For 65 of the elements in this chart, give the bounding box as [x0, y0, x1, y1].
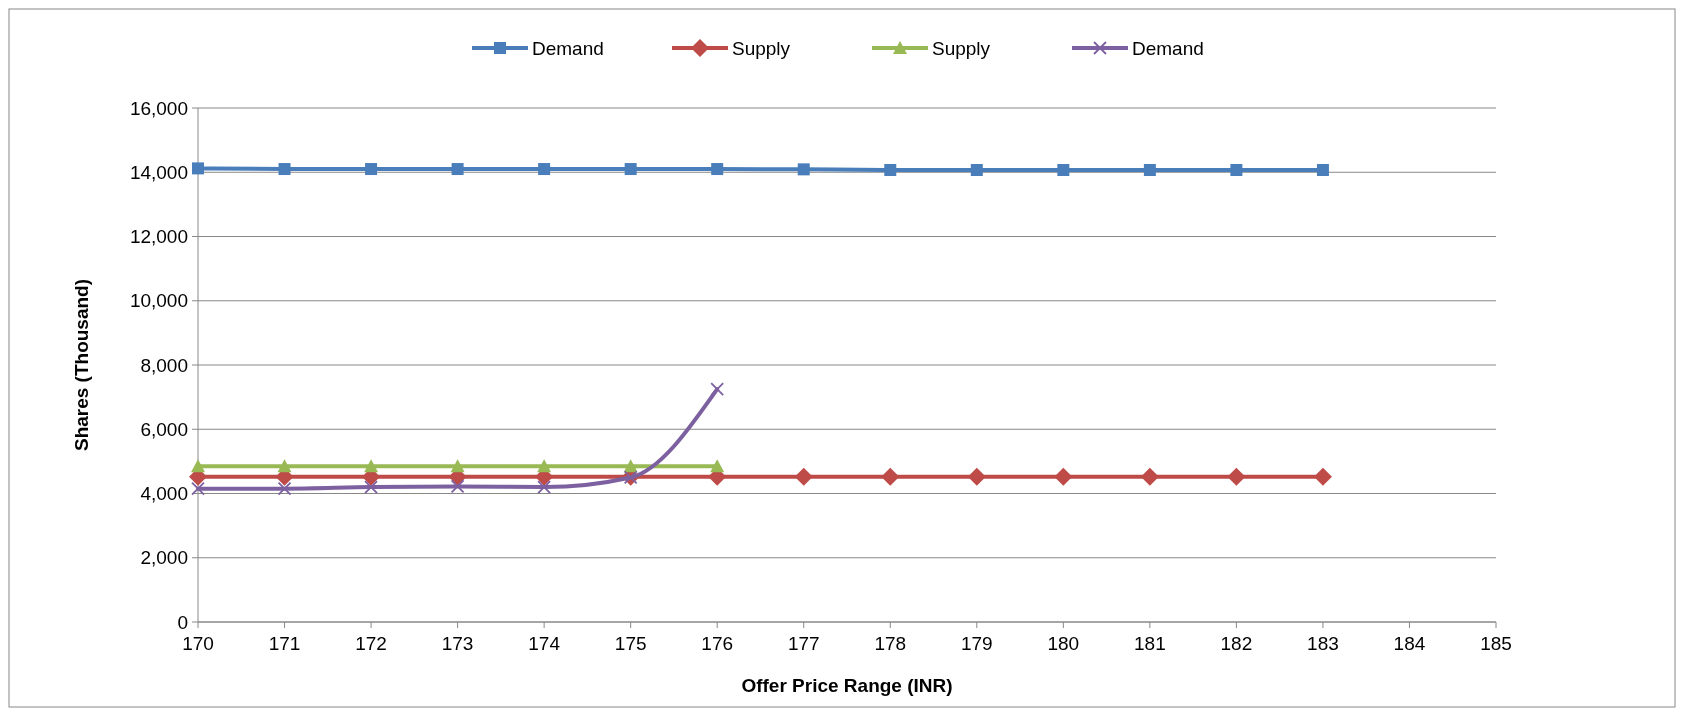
- point: [884, 164, 897, 176]
- x-tick-label: 173: [441, 633, 474, 654]
- point: [1054, 467, 1073, 486]
- point: [967, 467, 986, 486]
- point: [1140, 467, 1159, 486]
- x-tick-label: 177: [787, 633, 820, 654]
- x-tick-label: 182: [1220, 633, 1253, 654]
- y-tick-label: 14,000: [129, 161, 188, 183]
- x-tick-label: 185: [1480, 633, 1512, 654]
- point: [450, 479, 465, 494]
- point: [278, 163, 291, 176]
- y-tick-label: 2,000: [140, 547, 188, 569]
- x-tick-label: 172: [355, 633, 387, 654]
- y-tick-label: 16,000: [129, 97, 188, 119]
- y-tick-label: 8,000: [140, 354, 188, 376]
- point: [797, 163, 810, 176]
- point: [1316, 164, 1329, 176]
- y-tick-label: 6,000: [140, 418, 188, 440]
- point: [881, 467, 900, 486]
- point: [1313, 467, 1332, 486]
- point: [192, 162, 204, 175]
- point: [364, 459, 379, 473]
- point: [191, 481, 205, 496]
- point: [710, 459, 725, 473]
- point: [191, 459, 205, 473]
- y-tick-label: 0: [177, 611, 188, 633]
- legend-label: Supply: [932, 37, 991, 59]
- point: [1227, 467, 1246, 486]
- x-tick-label: 174: [528, 633, 561, 654]
- x-tick-label: 171: [268, 633, 301, 654]
- point: [624, 163, 637, 176]
- point: [1143, 164, 1156, 176]
- point: [277, 481, 292, 496]
- point: [277, 459, 292, 473]
- point: [1230, 164, 1243, 176]
- y-tick-label: 12,000: [129, 226, 188, 248]
- point: [365, 163, 378, 176]
- point: [537, 480, 552, 494]
- x-tick-label: 184: [1393, 633, 1426, 654]
- legend-label: Supply: [732, 37, 791, 59]
- point: [710, 382, 725, 396]
- point: [970, 164, 983, 176]
- x-tick-label: 180: [1047, 633, 1080, 654]
- point: [450, 459, 465, 473]
- point: [537, 459, 552, 473]
- x-tick-label: 176: [701, 633, 734, 654]
- x-tick-label: 181: [1134, 633, 1166, 654]
- x-tick-label: 179: [960, 633, 993, 654]
- x-tick-label: 178: [874, 633, 907, 654]
- point: [1057, 164, 1070, 176]
- x-tick-label: 175: [614, 633, 647, 654]
- point: [794, 467, 813, 486]
- point: [711, 163, 724, 176]
- y-tick-label: 10,000: [129, 290, 188, 312]
- x-tick-label: 183: [1307, 633, 1339, 654]
- legend-label: Demand: [532, 37, 604, 59]
- point: [538, 163, 551, 176]
- legend-label: Demand: [1132, 37, 1204, 59]
- point: [451, 163, 464, 176]
- y-axis-title: Shares (Thousand): [71, 278, 92, 452]
- y-tick-label: 4,000: [140, 483, 188, 505]
- point: [364, 480, 378, 494]
- point: [623, 459, 638, 473]
- x-axis-title: Offer Price Range (INR): [741, 675, 953, 696]
- x-tick-label: 170: [182, 633, 214, 654]
